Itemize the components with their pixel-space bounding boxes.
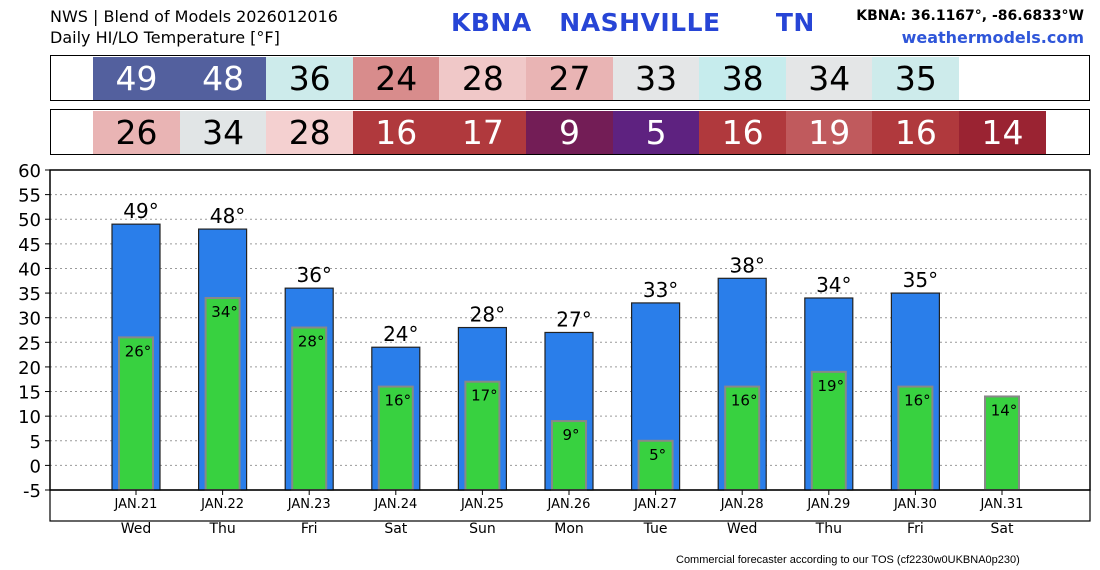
- low-bar-label: 16°: [385, 392, 412, 410]
- y-tick-label: 15: [18, 383, 41, 404]
- x-tick-label: JAN.31: [980, 497, 1024, 512]
- low-temp-cell-8: 19: [785, 111, 873, 154]
- x-weekday-label: Fri: [301, 521, 318, 537]
- low-bar-label: 26°: [125, 342, 152, 360]
- station-title: KBNA NASHVILLE TN: [451, 8, 815, 37]
- x-weekday-label: Sat: [991, 521, 1014, 537]
- x-weekday-label: Thu: [815, 521, 842, 537]
- low-temp-cell-6: 5: [612, 111, 700, 154]
- x-weekday-label: Sat: [384, 521, 407, 537]
- low-bar-label: 19°: [818, 377, 845, 395]
- y-tick-label: 30: [18, 309, 41, 330]
- x-tick-label: JAN.26: [547, 497, 591, 512]
- low-bar-label: 16°: [731, 392, 758, 410]
- y-tick-label: 25: [18, 333, 41, 354]
- low-temp-cell-9: 16: [872, 111, 960, 154]
- high-temp-cell-7: 38: [699, 57, 787, 100]
- low-bar-label: 14°: [991, 401, 1018, 419]
- low-bar: [291, 326, 328, 491]
- high-bar-label: 24°: [383, 322, 418, 346]
- low-temp-cell-3: 16: [352, 111, 440, 154]
- y-tick-label: 40: [18, 259, 41, 280]
- x-weekday-label: Wed: [121, 521, 152, 537]
- high-temp-cell-0: 49: [93, 57, 180, 100]
- low-bar: [637, 439, 674, 491]
- model-title: NWS | Blend of Models 2026012016: [50, 7, 338, 26]
- high-temp-cell-4: 28: [439, 57, 527, 100]
- low-temp-cell-5: 9: [526, 111, 613, 154]
- high-bar-label: 27°: [556, 307, 591, 331]
- y-tick-label: 0: [30, 456, 41, 477]
- x-weekday-label: Mon: [554, 521, 584, 537]
- low-bar: [810, 370, 847, 492]
- header-right: KBNA: 36.1167°, -86.6833°W weathermodels…: [856, 6, 1084, 48]
- low-bar: [464, 380, 501, 492]
- low-temp-cell-2: 28: [266, 111, 354, 154]
- high-temp-strip: 49 48 36 24 28 27 33 38 34 35: [50, 55, 1090, 101]
- high-temp-cell-6: 33: [612, 57, 700, 100]
- low-temp-cell-10: 14: [959, 111, 1046, 154]
- x-weekday-label: Sun: [469, 521, 496, 537]
- x-tick-label: JAN.28: [720, 497, 764, 512]
- low-temp-cell-7: 16: [699, 111, 787, 154]
- low-bar-label: 9°: [562, 426, 579, 444]
- low-temp-strip: 26 34 28 16 17 9 5 16 19 16 14: [50, 109, 1090, 155]
- low-bar: [118, 336, 154, 491]
- footer-note: Commercial forecaster according to our T…: [676, 554, 1020, 566]
- x-tick-label: JAN.24: [373, 497, 417, 512]
- low-bar: [204, 297, 241, 491]
- low-bar-label: 34°: [211, 303, 238, 321]
- y-tick-label: 10: [18, 407, 41, 428]
- high-bar-label: 38°: [729, 253, 764, 277]
- low-bar: [724, 385, 761, 491]
- y-tick-label: 5: [30, 432, 41, 453]
- high-bar-label: 35°: [903, 268, 938, 292]
- low-bar-label: 17°: [471, 387, 498, 405]
- x-tick-label: JAN.22: [200, 497, 244, 512]
- y-tick-label: 45: [18, 235, 41, 256]
- low-bar-label: 16°: [904, 392, 931, 410]
- high-bar-label: 49°: [123, 199, 158, 223]
- high-temp-cell-5: 27: [526, 57, 613, 100]
- y-tick-label: 20: [18, 358, 41, 379]
- high-bar-label: 48°: [210, 204, 245, 228]
- x-axis-frame: [49, 489, 1091, 522]
- x-weekday-label: Wed: [727, 521, 758, 537]
- x-tick-label: JAN.23: [287, 497, 331, 512]
- x-weekday-label: Fri: [907, 521, 924, 537]
- x-weekday-label: Thu: [208, 521, 235, 537]
- x-tick-label: JAN.29: [806, 497, 850, 512]
- chart-subtitle: Daily HI/LO Temperature [°F]: [50, 28, 280, 47]
- high-temp-cell-2: 36: [266, 57, 354, 100]
- x-tick-label: JAN.21: [114, 497, 158, 512]
- low-bar: [897, 385, 934, 491]
- low-temp-cell-0: 26: [93, 111, 180, 154]
- high-temp-cell-1: 48: [179, 57, 267, 100]
- y-tick-label: 55: [18, 186, 41, 207]
- x-weekday-label: Tue: [643, 521, 668, 537]
- low-temp-cell-4: 17: [439, 111, 527, 154]
- low-temp-cell-1: 34: [179, 111, 267, 154]
- y-tick-label: -5: [23, 481, 41, 502]
- x-tick-label: JAN.25: [460, 497, 504, 512]
- low-bar-label: 28°: [298, 333, 325, 351]
- station-coords: KBNA: 36.1167°, -86.6833°W: [856, 8, 1084, 24]
- low-bar-label: 5°: [649, 446, 666, 464]
- high-bar-label: 36°: [296, 263, 331, 287]
- x-tick-label: JAN.30: [893, 497, 937, 512]
- high-bar-label: 28°: [470, 303, 505, 327]
- site-link[interactable]: weathermodels.com: [901, 28, 1084, 47]
- high-bar-label: 34°: [816, 273, 851, 297]
- high-temp-cell-3: 24: [352, 57, 440, 100]
- high-bar-label: 33°: [643, 278, 678, 302]
- y-tick-label: 35: [18, 284, 41, 305]
- y-tick-label: 60: [18, 161, 41, 182]
- header-left: NWS | Blend of Models 2026012016 Daily H…: [50, 6, 338, 48]
- high-temp-cell-9: 35: [872, 57, 960, 100]
- x-tick-label: JAN.27: [633, 497, 677, 512]
- y-tick-label: 50: [18, 210, 41, 231]
- high-temp-cell-8: 34: [785, 57, 873, 100]
